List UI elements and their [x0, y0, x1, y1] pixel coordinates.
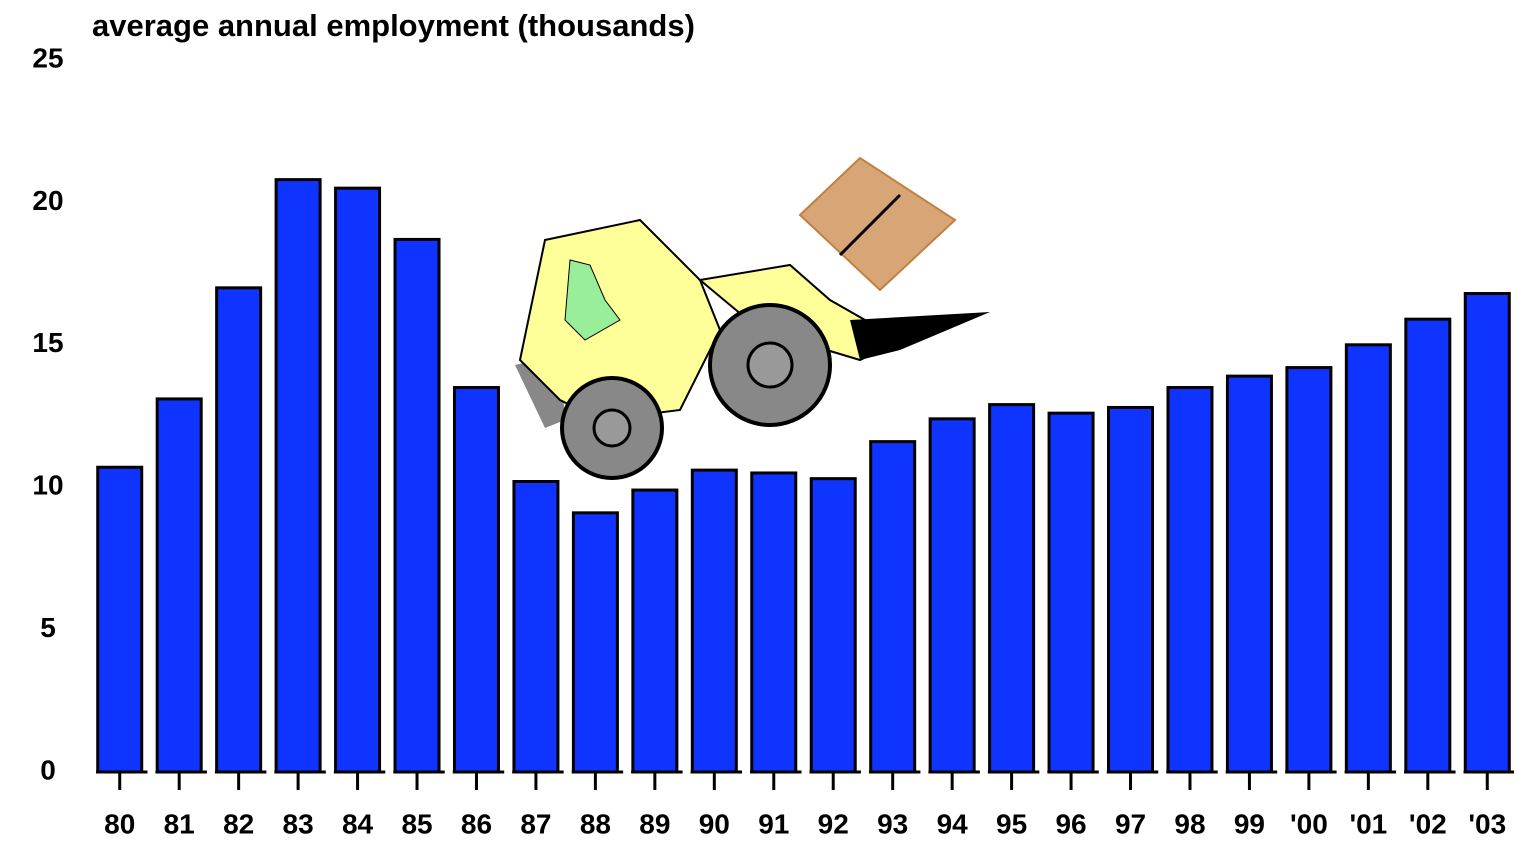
bar [334, 186, 382, 774]
bar [155, 397, 203, 774]
bar [1285, 366, 1333, 774]
x-tick-label: '02 [1409, 808, 1447, 839]
bar [1404, 317, 1452, 774]
x-tick-label: 95 [996, 808, 1027, 839]
bar [215, 286, 263, 774]
driver [564, 259, 621, 341]
x-tick-label: 81 [164, 808, 195, 839]
bar [1047, 411, 1095, 774]
bucket [850, 312, 990, 360]
x-tick-label: 94 [937, 808, 969, 839]
y-tick-label: 15 [32, 327, 63, 358]
x-tick-label: 87 [520, 808, 551, 839]
bar [1463, 292, 1511, 774]
bar [750, 471, 798, 774]
crate [798, 156, 957, 292]
x-tick-label: 80 [104, 808, 135, 839]
x-tick-label: 88 [580, 808, 611, 839]
x-tick-label: 98 [1174, 808, 1205, 839]
bar [96, 465, 144, 774]
y-tick-label: 0 [40, 754, 56, 785]
x-tick-label: 99 [1234, 808, 1265, 839]
x-tick-label: 93 [877, 808, 908, 839]
bar [393, 237, 441, 774]
x-tick-label: 96 [1055, 808, 1086, 839]
bar [1107, 405, 1155, 774]
x-tick-label: 86 [461, 808, 492, 839]
x-tick-label: 97 [1115, 808, 1146, 839]
x-tick-label: 92 [818, 808, 849, 839]
x-tick-label: '03 [1468, 808, 1506, 839]
bar [869, 440, 917, 774]
x-tick-label: 90 [699, 808, 730, 839]
x-tick-label: '01 [1349, 808, 1387, 839]
x-tick-label: 85 [401, 808, 432, 839]
bar [512, 480, 560, 774]
bar [988, 403, 1036, 774]
x-tick-label: 82 [223, 808, 254, 839]
x-tick-label: 83 [283, 808, 314, 839]
front-hub [592, 408, 632, 448]
crate-line [838, 193, 902, 257]
bar [1225, 374, 1273, 774]
bar [809, 477, 857, 774]
bar [1344, 343, 1392, 774]
bar [631, 488, 679, 774]
plot-area: 0 5 10 15 20 25 80 81 82 83 84 85 86 87 88 89 90 91 92 93 94… [32, 42, 1514, 839]
y-tick-label: 20 [32, 185, 63, 216]
x-tick-label: '00 [1290, 808, 1328, 839]
chart-title: average annual employment (thousands) [92, 8, 695, 43]
y-tick-label: 10 [32, 470, 63, 501]
bar [690, 468, 738, 774]
bar [571, 511, 619, 774]
bar [274, 178, 322, 774]
y-tick-label: 5 [40, 612, 56, 643]
x-tick-label: 84 [342, 808, 374, 839]
bar [928, 417, 976, 774]
bar [452, 386, 500, 774]
x-tick-label: 91 [758, 808, 789, 839]
bar [1166, 386, 1214, 774]
y-tick-label: 25 [32, 42, 63, 73]
x-tick-label: 89 [639, 808, 670, 839]
forklift-illustration [515, 156, 990, 480]
rear-hub [746, 341, 794, 389]
